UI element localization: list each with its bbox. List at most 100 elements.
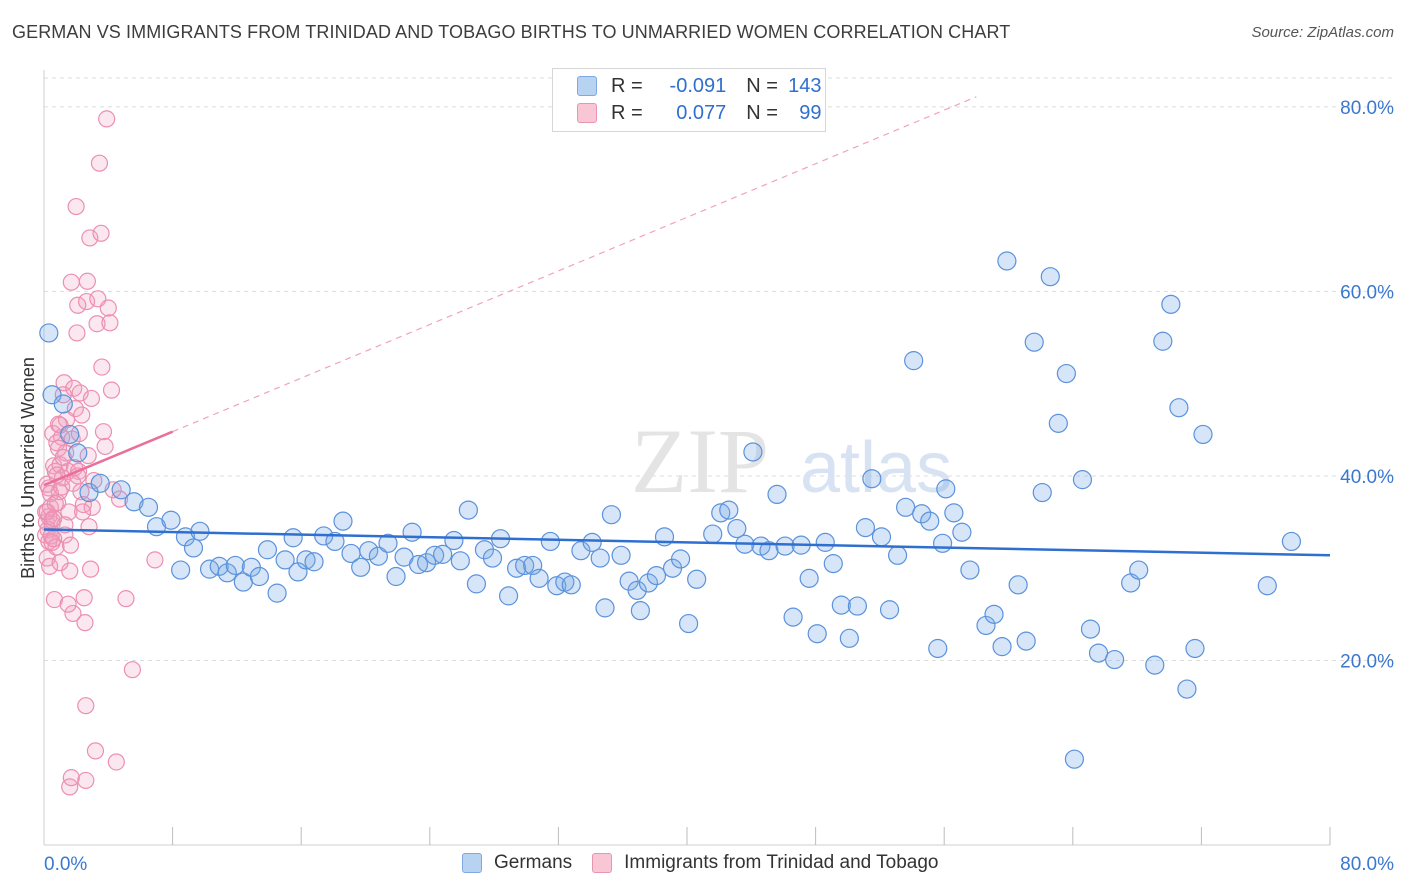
germans-point [743, 442, 763, 462]
germans-point [333, 511, 353, 531]
germans-point [627, 580, 647, 600]
germans-point [444, 530, 464, 551]
germans-point [862, 469, 882, 489]
trinidad-point [45, 530, 63, 548]
germans-point [727, 518, 747, 539]
germans-point [529, 568, 549, 588]
germans-point [630, 601, 650, 621]
germans-point [1177, 679, 1197, 699]
germans-point [920, 511, 940, 531]
germans-point [111, 480, 131, 500]
germans-point [595, 598, 615, 618]
trinidad-point [68, 324, 86, 342]
legend-row-trinidad: R = 0.077 N = 99 [577, 101, 822, 125]
germans-point [482, 548, 503, 568]
trinidad-trend-line [43, 430, 174, 487]
trinidad-r-value: 0.077 [676, 101, 727, 124]
germans-point [450, 551, 470, 571]
trinidad-point [81, 229, 99, 247]
axes [43, 70, 1331, 846]
trinidad-point [107, 753, 125, 771]
trinidad-legend-label: Immigrants from Trinidad and Tobago [624, 852, 939, 873]
germans-point [1024, 332, 1044, 352]
germans-point [296, 550, 316, 570]
trinidad-point [73, 503, 92, 521]
germans-point [1145, 655, 1165, 675]
germans-point [257, 540, 278, 560]
germans-point [1169, 398, 1189, 418]
germans-legend-label: Germans [494, 852, 573, 873]
trinidad-point [70, 424, 88, 443]
n-label: N = [746, 101, 778, 124]
germans-point [638, 573, 659, 593]
watermark-zip: ZIP [631, 410, 769, 512]
germans-point [679, 613, 699, 634]
germans-point [39, 323, 59, 343]
y-tick-label: 60.0% [1340, 282, 1394, 303]
germans-point [249, 566, 270, 587]
y-tick-label: 80.0% [1340, 98, 1394, 119]
germans-point [807, 624, 827, 644]
germans-point [855, 518, 876, 538]
germans-point [1193, 424, 1213, 445]
germans-point [267, 583, 287, 603]
trinidad-point [77, 697, 95, 715]
germans-point [498, 586, 519, 606]
trinidad-swatch [577, 103, 597, 123]
r-label: R = [611, 101, 643, 124]
trinidad-point [94, 423, 113, 441]
germans-point [138, 497, 159, 517]
germans-r-value: -0.091 [669, 74, 727, 97]
germans-point [458, 500, 478, 520]
tick-labels: 20.0% 40.0% 60.0% 80.0% 0.0% 80.0% [44, 98, 1394, 875]
trinidad-point [61, 536, 80, 554]
germans-point [515, 555, 535, 576]
n-label: N = [746, 74, 778, 97]
germans-point [928, 638, 948, 659]
germans-point [60, 424, 80, 445]
germans-point [466, 574, 487, 594]
germans-point [1104, 649, 1125, 670]
trinidad-point [49, 439, 68, 457]
germans-point [325, 531, 345, 552]
trend-lines [43, 96, 1331, 557]
germans-point [1088, 643, 1109, 663]
germans-point [359, 541, 379, 561]
chart-title: GERMAN VS IMMIGRANTS FROM TRINIDAD AND T… [12, 22, 1011, 42]
source-label: Source: ZipAtlas.com [1251, 24, 1394, 41]
germans-point [416, 553, 437, 573]
x-tick-label: 80.0% [1340, 854, 1394, 875]
series-legend: Germans Immigrants from Trinidad and Tob… [462, 852, 959, 874]
germans-point [275, 550, 295, 570]
y-tick-label: 40.0% [1340, 467, 1394, 488]
y-tick-label: 20.0% [1340, 651, 1394, 672]
trinidad-trend-extension [172, 96, 977, 433]
germans-point [646, 565, 667, 586]
trinidad-legend-swatch [592, 853, 613, 873]
germans-point [984, 604, 1004, 624]
germans-point [124, 492, 144, 512]
germans-point [687, 569, 707, 589]
germans-point [183, 538, 204, 558]
trinidad-point [99, 299, 117, 317]
germans-point [839, 628, 859, 648]
germans-point [171, 560, 191, 580]
germans-point [582, 532, 602, 552]
trinidad-point [146, 551, 164, 569]
germans-point [879, 600, 900, 620]
trinidad-point [62, 769, 80, 787]
trinidad-point [45, 590, 64, 609]
germans-point [1185, 638, 1205, 659]
germans-point [670, 549, 691, 569]
germans-point [1153, 331, 1173, 351]
series-trinidad-points [37, 110, 164, 796]
trinidad-point [123, 661, 142, 679]
germans-n-value: 143 [788, 74, 822, 97]
legend-row-germans: R = -0.091 N = 143 [577, 74, 822, 98]
trinidad-point [98, 110, 116, 128]
germans-point [304, 552, 324, 572]
germans-point [1072, 470, 1093, 490]
germans-point [952, 522, 972, 542]
trinidad-point [77, 292, 96, 311]
